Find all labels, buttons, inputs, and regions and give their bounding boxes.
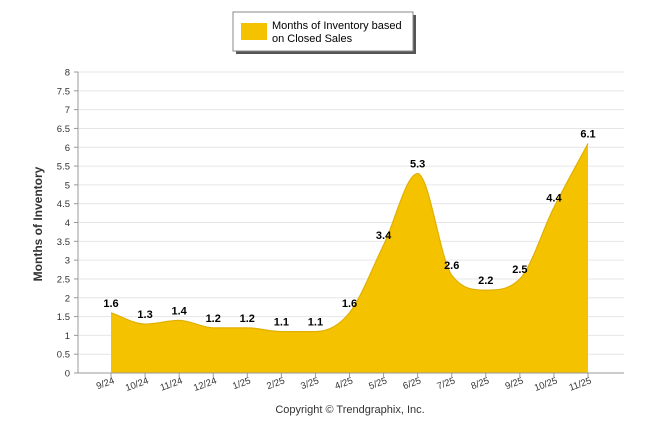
data-label: 3.4: [376, 230, 392, 242]
y-tick-label: 1.5: [57, 312, 70, 323]
data-labels: 1.6 1.3 1.4 1.2 1.2 1.1 1.1 1.6 3.4 5.3 2.6 2.2 2.5 4…: [103, 128, 595, 328]
x-tick-label: 11/25: [568, 375, 593, 393]
area-series: [110, 143, 589, 373]
data-label: 4.4: [546, 192, 562, 204]
legend-label-line1: Months of Inventory based: [272, 20, 402, 32]
x-tick-label: 4/25: [333, 375, 354, 392]
axes: [77, 72, 624, 377]
x-tick-label: 10/24: [124, 375, 150, 393]
y-tick-label: 3: [65, 256, 70, 267]
x-tick-label: 2/25: [265, 375, 286, 392]
y-tick-label: 5.5: [57, 162, 70, 173]
data-label: 1.6: [103, 298, 118, 310]
data-label: 2.2: [478, 275, 493, 287]
area-fill: [111, 143, 588, 373]
data-label: 1.1: [274, 317, 289, 329]
x-tick-label: 5/25: [367, 375, 388, 392]
x-tick-label: 1/25: [231, 375, 252, 392]
x-tick-label: 12/24: [192, 375, 218, 393]
data-label: 1.6: [342, 298, 357, 310]
x-tick-label: 10/25: [533, 375, 559, 393]
y-tick-label: 7: [65, 105, 70, 116]
y-tick-label: 4: [65, 218, 70, 229]
data-label: 1.4: [171, 305, 187, 317]
x-tick-label: 6/25: [402, 375, 423, 392]
y-tick-label: 3.5: [57, 237, 70, 248]
data-label: 5.3: [410, 159, 425, 171]
y-tick-label: 8: [65, 68, 70, 79]
x-tick-labels: 9/24 10/24 11/24 12/24 1/25 2/25 3/25 4/25 5/25 6…: [95, 375, 593, 393]
y-tick-label: 6.5: [57, 124, 70, 135]
x-tick-label: 3/25: [299, 375, 320, 392]
y-tick-label: 0: [65, 369, 70, 380]
y-tick-label: 6: [65, 143, 70, 154]
y-tick-label: 2.5: [57, 274, 70, 285]
y-tick-label: 4.5: [57, 199, 70, 210]
area-line: [110, 143, 589, 333]
data-label: 1.1: [308, 317, 323, 329]
data-label: 1.2: [206, 313, 221, 325]
legend-swatch: [241, 23, 267, 40]
data-label: 2.5: [512, 264, 527, 276]
x-tick-label: 9/25: [504, 375, 525, 392]
x-tick-label: 11/24: [159, 375, 184, 393]
x-tick-label: 8/25: [470, 375, 491, 392]
data-label: 1.3: [137, 309, 152, 321]
legend-label-line2: on Closed Sales: [272, 33, 353, 45]
data-label: 1.2: [240, 313, 255, 325]
copyright-text: Copyright © Trendgraphix, Inc.: [275, 404, 424, 416]
y-tick-label: 1: [65, 331, 70, 342]
x-tick-label: 7/25: [436, 375, 457, 392]
y-tick-label: 5: [65, 180, 70, 191]
y-axis-label: Months of Inventory: [31, 166, 45, 281]
y-tick-labels: 0 0.5 1 1.5 2 2.5 3 3.5 4 4.5 5 5.5 6 6.5 7 7.5 8: [57, 68, 70, 380]
data-label: 6.1: [580, 128, 595, 140]
y-tick-label: 2: [65, 293, 70, 304]
x-tick-label: 9/24: [95, 375, 116, 392]
legend: Months of Inventory based on Closed Sale…: [232, 11, 416, 54]
y-tick-label: 7.5: [57, 86, 70, 97]
y-tick-label: 0.5: [57, 350, 70, 361]
data-label: 2.6: [444, 260, 459, 272]
